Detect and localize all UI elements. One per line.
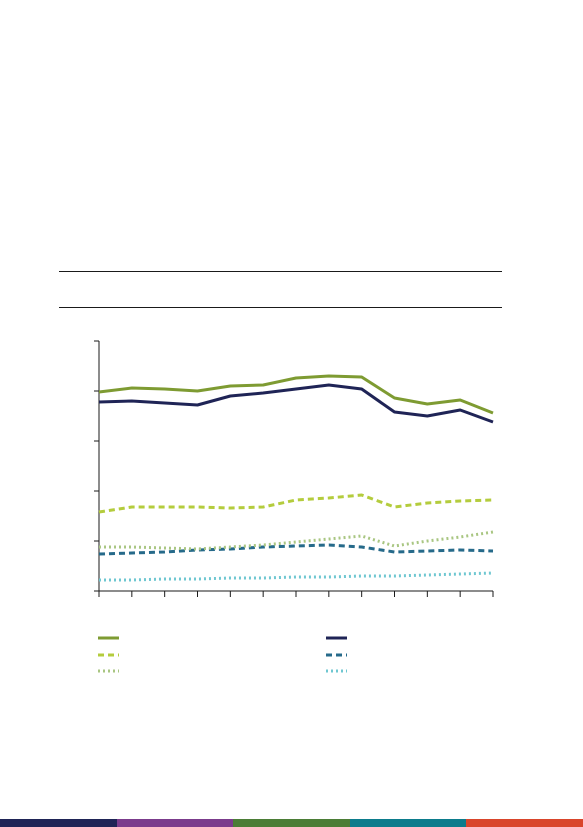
series-line-1	[98, 374, 494, 415]
series-line-6	[99, 571, 494, 582]
footer-color-bar	[0, 819, 583, 827]
chart-legend	[98, 636, 347, 673]
series-line-3	[98, 493, 494, 514]
footer-segment	[466, 819, 583, 827]
series-line-2	[98, 383, 494, 424]
footer-segment	[0, 819, 117, 827]
footer-segment	[116, 819, 234, 827]
header-rule-bottom	[59, 307, 502, 308]
chart-series	[98, 374, 494, 582]
chart-axes	[94, 340, 494, 597]
series-line-5	[99, 530, 494, 551]
header-rule-top	[59, 271, 502, 272]
line-chart	[94, 340, 494, 673]
footer-segment	[233, 819, 350, 827]
series-line-4	[98, 543, 494, 556]
footer-segment	[349, 819, 467, 827]
